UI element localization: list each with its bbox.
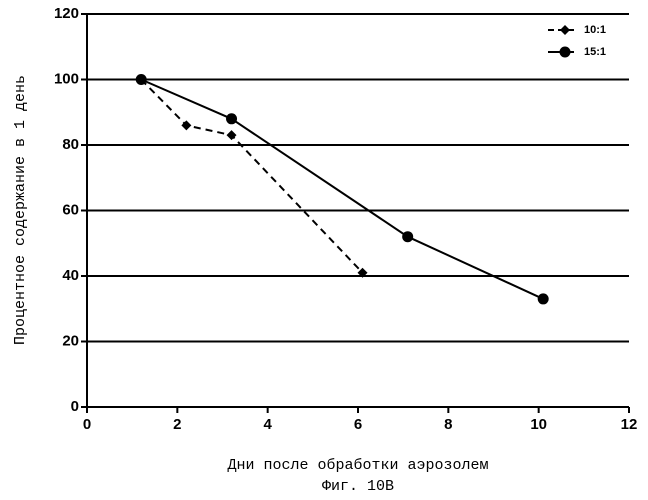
legend-label: 15:1 <box>584 46 606 58</box>
x-tick-label: 4 <box>263 416 272 433</box>
y-tick-label: 120 <box>54 5 79 22</box>
x-tick-label: 12 <box>621 416 638 433</box>
caption: Фиг. 10В <box>322 478 394 495</box>
x-tick-label: 2 <box>173 416 181 433</box>
x-axis-label: Дни после обработки аэрозолем <box>227 457 488 474</box>
y-tick-label: 40 <box>62 267 79 284</box>
x-tick-label: 8 <box>444 416 452 433</box>
point <box>136 74 147 85</box>
chart: Дни после обработки аэрозолем Фиг. 10В П… <box>0 0 648 500</box>
page: {"chart_data": {"type": "line", "x_label… <box>0 0 648 500</box>
x-tick-label: 0 <box>83 416 91 433</box>
point <box>226 113 237 124</box>
y-tick-label: 80 <box>62 136 79 153</box>
point <box>181 120 191 130</box>
y-axis-label: Процентное содержание в 1 день <box>12 75 29 345</box>
y-tick-label: 20 <box>62 332 79 349</box>
series-line <box>141 80 543 299</box>
legend-marker <box>560 47 571 58</box>
series-line <box>141 80 362 273</box>
point <box>538 293 549 304</box>
x-tick-label: 6 <box>354 416 362 433</box>
y-tick-label: 100 <box>54 70 79 87</box>
y-tick-label: 60 <box>62 201 79 218</box>
legend-label: 10:1 <box>584 24 606 36</box>
point <box>227 130 237 140</box>
x-tick-label: 10 <box>530 416 547 433</box>
point <box>402 231 413 242</box>
y-tick-label: 0 <box>71 398 79 415</box>
legend-marker <box>560 25 570 35</box>
